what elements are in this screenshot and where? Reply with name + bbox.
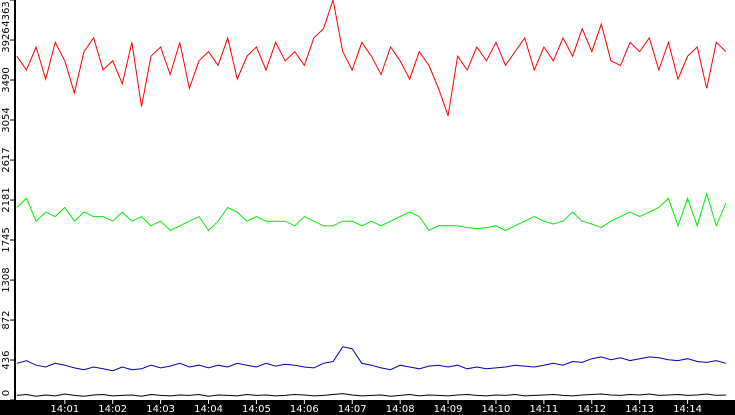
y-tick-label: 4363 <box>1 1 12 26</box>
y-tick-label: 0 <box>1 390 12 396</box>
y-tick-label: 2617 <box>1 147 12 172</box>
x-tick-label: 14:06 <box>290 404 319 415</box>
y-tick-label: 2181 <box>1 187 12 212</box>
x-tick-label: 14:09 <box>434 404 463 415</box>
x-tick-label: 14:02 <box>98 404 127 415</box>
x-axis-band <box>0 400 735 415</box>
x-tick-label: 14:03 <box>146 404 175 415</box>
x-tick-label: 14:07 <box>338 404 367 415</box>
x-tick-label: 14:05 <box>242 404 271 415</box>
x-tick-label: 14:12 <box>577 404 606 415</box>
x-tick-label: 14:08 <box>386 404 415 415</box>
x-tick-label: 14:13 <box>625 404 654 415</box>
series-line <box>16 191 727 232</box>
y-tick-label: 1308 <box>1 267 12 292</box>
series-line <box>16 346 727 372</box>
x-tick-label: 14:04 <box>194 404 223 415</box>
y-tick-label: 3490 <box>1 67 12 92</box>
y-tick-label: 3926 <box>1 27 12 52</box>
x-tick-label: 14:11 <box>529 404 558 415</box>
y-tick-label: 1745 <box>1 227 12 252</box>
x-tick-label: 14:10 <box>482 404 511 415</box>
x-tick-label: 14:01 <box>50 404 79 415</box>
y-tick-label: 436 <box>1 350 12 369</box>
y-tick-label: 872 <box>1 311 12 330</box>
x-tick-label: 14:14 <box>673 404 702 415</box>
y-tick-label: 3054 <box>1 107 12 132</box>
series-line <box>16 0 727 116</box>
series-line <box>16 393 726 397</box>
